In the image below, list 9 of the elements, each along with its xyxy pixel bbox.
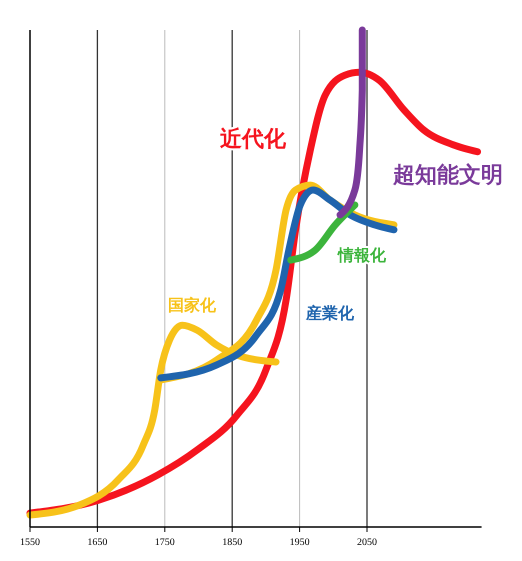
x-tick-label: 1650 (87, 537, 108, 548)
series-label: 国家化 (168, 295, 217, 314)
series-label: 超知能文明 (392, 162, 503, 188)
x-tick-label: 1550 (20, 537, 40, 548)
x-tick-label: 1750 (154, 537, 175, 548)
x-tick-label: 2050 (357, 537, 377, 548)
x-tick-label: 1850 (222, 537, 242, 548)
series-label: 産業化 (305, 303, 355, 322)
x-tick-label: 1950 (290, 537, 310, 548)
